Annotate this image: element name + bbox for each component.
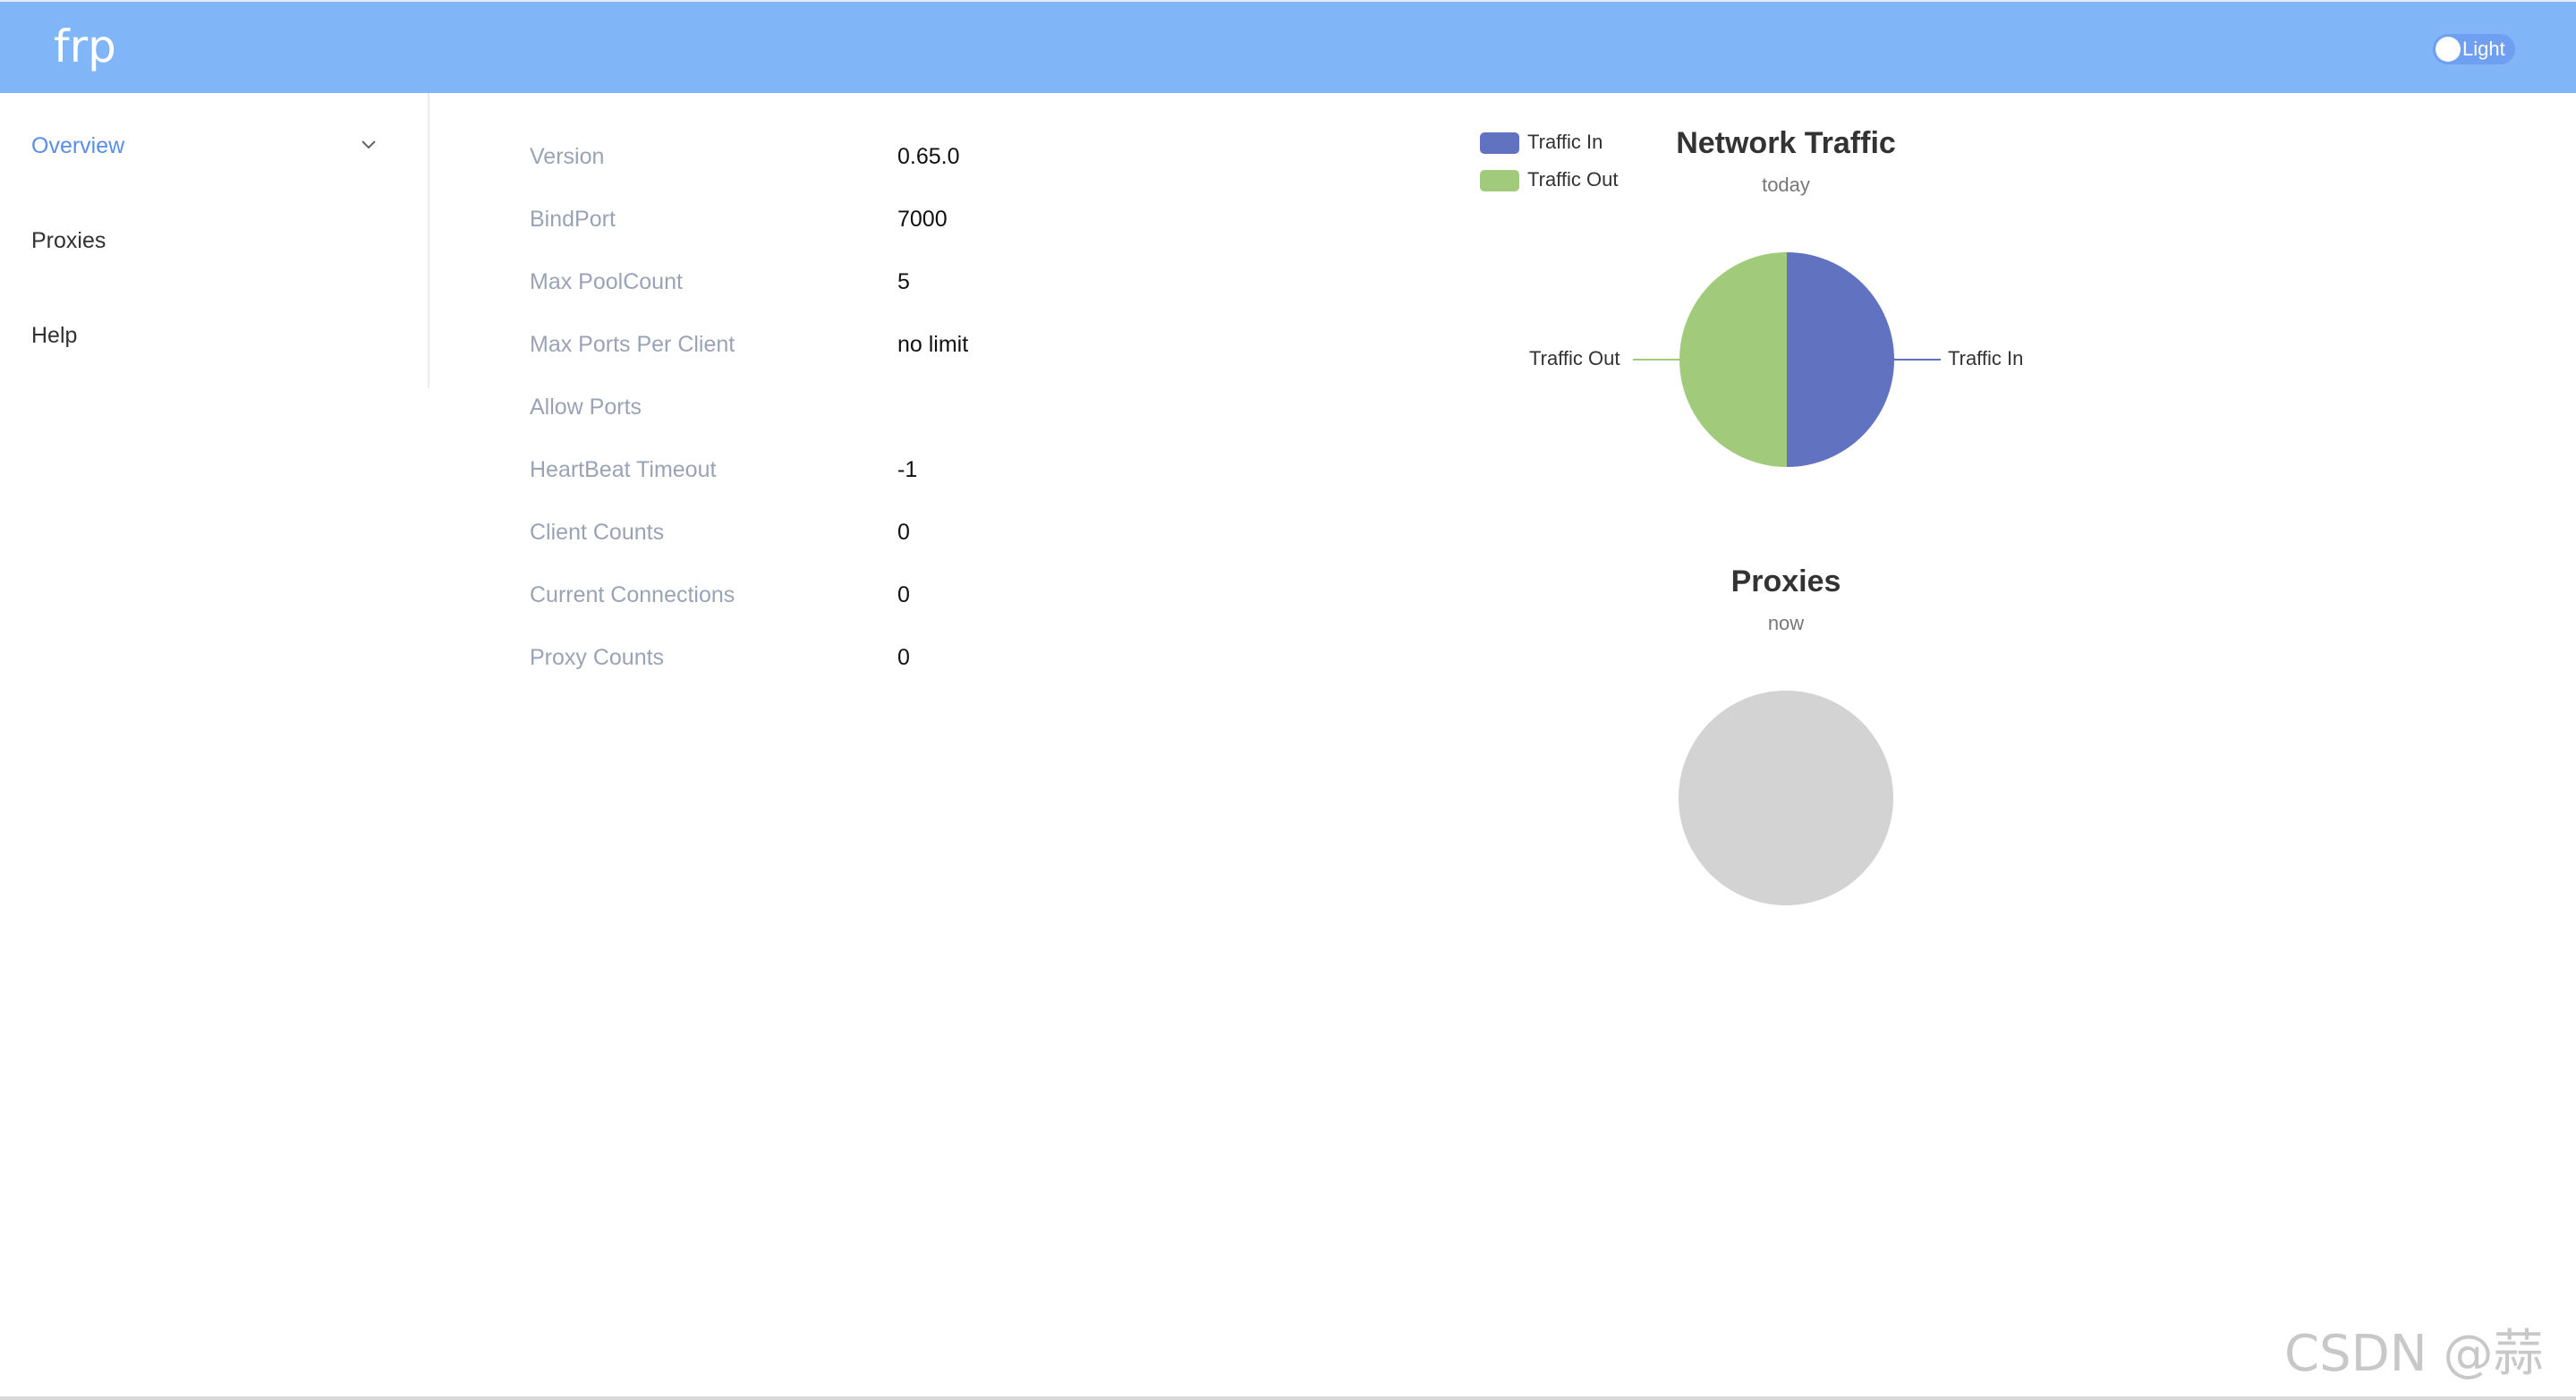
empty-pie-placeholder — [1679, 691, 1893, 905]
info-label-max-ports-per-client: Max Ports Per Client — [530, 332, 735, 357]
legend-swatch-traffic-out[interactable] — [1480, 170, 1519, 191]
bottom-border — [0, 1396, 2576, 1400]
proxies-pie-svg — [1679, 691, 1893, 905]
sidebar-nav — [0, 93, 429, 388]
info-label-version: Version — [530, 144, 605, 169]
info-value-client-counts: 0 — [897, 520, 910, 545]
legend-label-traffic-in[interactable]: Traffic In — [1527, 131, 1603, 153]
info-label-allow-ports: Allow Ports — [530, 395, 642, 420]
info-value-current-connections: 0 — [897, 582, 910, 607]
sidebar-item-help[interactable]: Help — [31, 323, 78, 348]
legend-swatch-traffic-in[interactable] — [1480, 132, 1519, 154]
info-label-bindport: BindPort — [530, 207, 616, 232]
info-label-max-poolcount: Max PoolCount — [530, 269, 683, 294]
info-value-heartbeat-timeout: -1 — [897, 457, 918, 482]
chart-subtitle-now: now — [1767, 612, 1805, 634]
theme-toggle-switch[interactable]: Light — [2433, 34, 2515, 64]
toggle-knob — [2436, 37, 2461, 62]
info-label-heartbeat-timeout: HeartBeat Timeout — [530, 457, 717, 482]
info-label-proxy-counts: Proxy Counts — [530, 645, 665, 670]
chart-subtitle-today: today — [1762, 174, 1810, 196]
chevron-down-icon[interactable] — [361, 137, 377, 153]
traffic-pie-svg — [1633, 252, 1941, 467]
slice-label-traffic-in: Traffic In — [1948, 347, 2024, 369]
info-value-max-ports-per-client: no limit — [897, 332, 969, 357]
legend-label-traffic-out[interactable]: Traffic Out — [1527, 168, 1619, 191]
info-value-bindport: 7000 — [897, 207, 948, 232]
info-value-version: 0.65.0 — [897, 144, 960, 169]
top-header: frp Light — [0, 0, 2576, 93]
chart-title-network-traffic: Network Traffic — [1676, 126, 1896, 160]
slice-label-traffic-out: Traffic Out — [1529, 347, 1620, 369]
watermark: CSDN @蒜丶 — [2284, 1325, 2544, 1400]
pie-slice-traffic-in[interactable] — [1787, 252, 1894, 467]
sidebar-item-proxies[interactable]: Proxies — [31, 228, 106, 253]
chart-title-proxies: Proxies — [1730, 564, 1841, 598]
sidebar-item-overview[interactable]: Overview — [31, 133, 125, 158]
pie-slice-traffic-out[interactable] — [1679, 252, 1787, 467]
theme-toggle-label: Light — [2462, 38, 2505, 60]
info-label-client-counts: Client Counts — [530, 520, 665, 545]
info-label-current-connections: Current Connections — [530, 582, 735, 607]
info-value-proxy-counts: 0 — [897, 645, 910, 670]
info-value-max-poolcount: 5 — [897, 269, 910, 294]
app-logo: frp — [54, 21, 116, 72]
